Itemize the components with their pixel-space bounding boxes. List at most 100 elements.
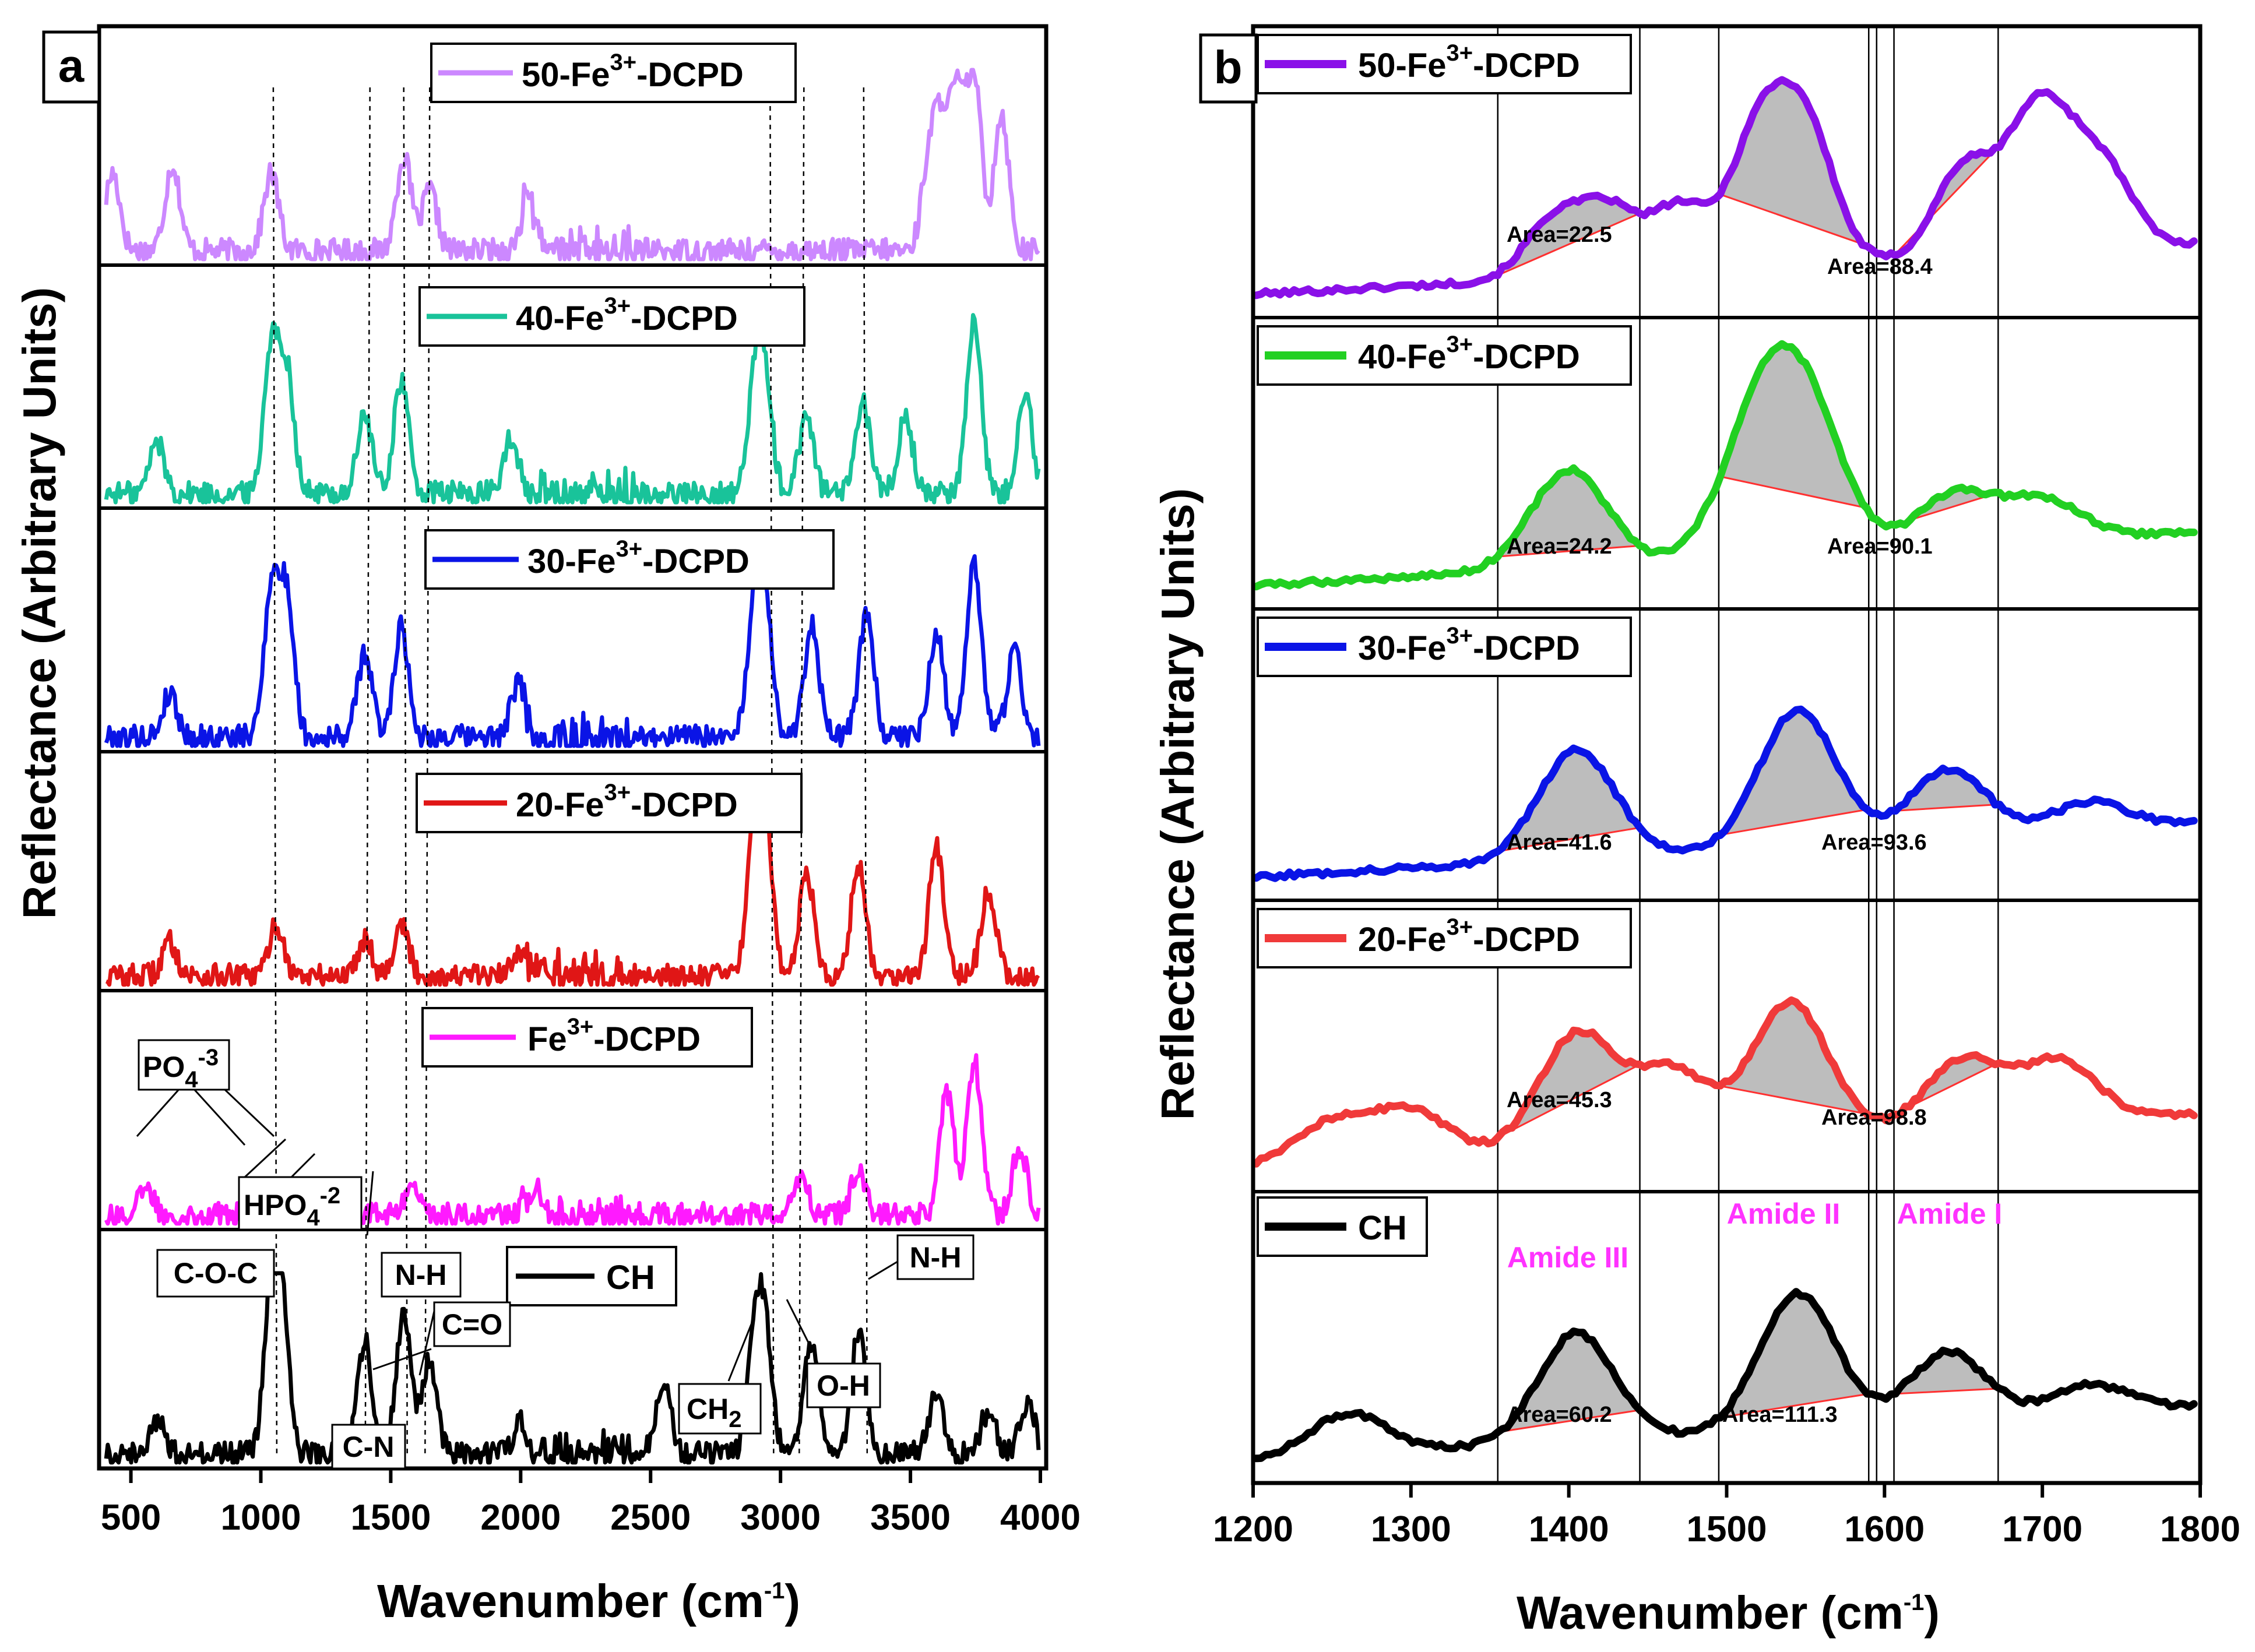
- panel-b-integrated-area: [1497, 468, 1640, 557]
- panel-a: 500 1000 1500 2000 2500 3000 3500 4000 a Reflec…: [13, 24, 1081, 1627]
- panel-a-annotation-cn: C-N: [331, 1424, 406, 1470]
- area-label: Area=98.8: [1821, 1105, 1927, 1130]
- panel-a-legend-50: 50-Fe3+-DCPD: [430, 43, 797, 103]
- panel-a-x-tick-label: 500: [101, 1498, 161, 1538]
- panel-a-annotation-nh-2: N-H: [896, 1234, 975, 1280]
- panel-a-x-tick-label: 4000: [1000, 1498, 1081, 1538]
- panel-a-x-tick-label: 2000: [480, 1498, 561, 1538]
- panel-a-y-axis-title: Reflectance (Arbitrary Units): [13, 287, 65, 920]
- panel-a-annotation-ch2: CH2: [678, 1383, 762, 1435]
- panel-a-frame: [97, 24, 1049, 1471]
- area-label: Area=88.4: [1827, 255, 1933, 279]
- area-label: Area=24.2: [1507, 534, 1612, 559]
- amide-iii-label: Amide III: [1507, 1241, 1628, 1274]
- legend-label: Fe3+-DCPD: [527, 1014, 701, 1058]
- panel-b-integrated-area: [1894, 768, 1999, 811]
- svg-text:N-H: N-H: [910, 1241, 962, 1274]
- panel-a-x-tick-label: 3000: [740, 1498, 821, 1538]
- panel-b-x-tick-label: 1400: [1529, 1509, 1609, 1549]
- panel-b-baseline: [1497, 826, 1640, 853]
- panel-b-series-line: [1252, 340, 2198, 591]
- panel-b-x-tick-label: 1800: [2160, 1509, 2240, 1549]
- panel-a-x-axis-title: Wavenumber (cm-1): [377, 1575, 800, 1627]
- area-label: Area=93.6: [1821, 830, 1927, 855]
- svg-text:O-H: O-H: [817, 1369, 870, 1402]
- svg-text:50-Fe3+-DCPD: 50-Fe3+-DCPD: [1358, 40, 1580, 84]
- legend-label: 30-Fe3+-DCPD: [527, 536, 750, 580]
- panel-b-baseline: [1718, 808, 1869, 836]
- panel-a-x-tick-label: 3500: [870, 1498, 951, 1538]
- panel-b-x-tick-label: 1200: [1213, 1509, 1293, 1549]
- panel-a-x-axis: 500 1000 1500 2000 2500 3000 3500 4000: [101, 1468, 1081, 1538]
- panel-b-integrated-area: [1719, 1000, 1869, 1115]
- svg-text:CH: CH: [1358, 1209, 1407, 1247]
- panel-a-reference-line: [403, 87, 408, 1457]
- panel-b-x-tick-label: 1700: [2002, 1509, 2082, 1549]
- panel-b-baseline: [1894, 1387, 1999, 1395]
- panel-a-legend-20: 20-Fe3+-DCPD: [416, 773, 803, 833]
- panel-b-plot-area: [1252, 76, 2200, 1463]
- panel-b-y-axis-title: Reflectance (Arbitrary Units): [1152, 488, 1204, 1121]
- svg-text:40-Fe3+-DCPD: 40-Fe3+-DCPD: [1358, 332, 1580, 376]
- area-label: Area=111.3: [1722, 1403, 1838, 1427]
- panel-b-integrated-area: [1719, 80, 1869, 246]
- panel-b-letter-box: [1199, 33, 1258, 104]
- panel-a-annotation-coc: C-O-C: [156, 1249, 275, 1298]
- panel-b-baseline: [1718, 475, 1869, 510]
- panel-a-series-line: [104, 313, 1041, 505]
- panel-a-letter: a: [58, 40, 85, 91]
- svg-text:C=O: C=O: [442, 1308, 502, 1341]
- svg-text:N-H: N-H: [395, 1259, 447, 1291]
- legend-label: CH: [606, 1259, 655, 1297]
- panel-b: 1200 1300 1400 1500 1600 1700 1800 b Reflectan…: [1152, 24, 2240, 1639]
- legend-label: 40-Fe3+-DCPD: [516, 293, 738, 337]
- panel-a-annotation-po4: PO4-3: [138, 1039, 230, 1093]
- panel-a-legend-ch: CH: [506, 1246, 677, 1306]
- panel-a-annotation-hpo4: HPO4-2: [238, 1176, 363, 1231]
- area-label: Area=22.5: [1507, 223, 1612, 247]
- panel-b-legend-ch: CH: [1257, 1196, 1428, 1257]
- panel-b-integrated-area: [1894, 487, 1999, 525]
- panel-b-integrated-area: [1497, 1331, 1640, 1432]
- legend-label: 20-Fe3+-DCPD: [516, 780, 738, 824]
- svg-text:C-O-C: C-O-C: [174, 1257, 258, 1290]
- amide-ii-label: Amide II: [1727, 1197, 1840, 1230]
- panel-a-reference-line: [863, 87, 868, 1457]
- panel-b-legend-30: 30-Fe3+-DCPD: [1257, 617, 1632, 677]
- panel-a-legend-30: 30-Fe3+-DCPD: [424, 529, 835, 590]
- panel-b-series-line: [1252, 1288, 2198, 1463]
- svg-text:20-Fe3+-DCPD: 20-Fe3+-DCPD: [1358, 914, 1580, 959]
- svg-text:PO4-3: PO4-3: [143, 1045, 219, 1093]
- panel-b-baseline: [1718, 1084, 1869, 1115]
- panel-b-baseline: [1718, 193, 1869, 247]
- panel-b-x-tick-label: 1600: [1844, 1509, 1925, 1549]
- panel-b-integrated-area: [1497, 195, 1640, 276]
- panel-b-legend-20: 20-Fe3+-DCPD: [1257, 908, 1632, 968]
- panel-a-series-line: [105, 793, 1040, 987]
- panel-b-baseline: [1497, 545, 1640, 558]
- area-label: Area=41.6: [1507, 830, 1612, 855]
- panel-a-letter-box: [42, 30, 101, 104]
- panel-b-baseline: [1718, 1393, 1869, 1419]
- panel-b-integrated-area: [1894, 1350, 1999, 1394]
- panel-a-annotation-nh-1: N-H: [381, 1252, 462, 1298]
- panel-b-x-tick-label: 1300: [1371, 1509, 1451, 1549]
- area-label: Area=60.2: [1507, 1403, 1612, 1427]
- panel-b-series-line: [1252, 996, 2198, 1168]
- svg-text:30-Fe3+-DCPD: 30-Fe3+-DCPD: [1358, 623, 1580, 667]
- svg-text:C-N: C-N: [343, 1431, 395, 1463]
- panel-b-legend-50: 50-Fe3+-DCPD: [1257, 34, 1632, 94]
- panel-b-baseline: [1894, 804, 1999, 812]
- panel-a-series-line: [104, 1271, 1041, 1465]
- panel-b-integrated-area: [1719, 1291, 1869, 1418]
- panel-a-legend-40: 40-Fe3+-DCPD: [418, 286, 805, 347]
- panel-b-baseline: [1497, 1063, 1641, 1139]
- panel-b-series-line: [1252, 76, 2198, 300]
- panel-b-integrated-area: [1719, 709, 1869, 836]
- panel-a-legend-fe: Fe3+-DCPD: [421, 1007, 753, 1068]
- panel-a-annotation-co: C=O: [433, 1301, 511, 1347]
- area-label: Area=90.1: [1827, 534, 1933, 559]
- panel-b-integrated-area: [1497, 1030, 1640, 1138]
- panel-b-x-axis: 1200 1300 1400 1500 1600 1700 1800: [1213, 1483, 2240, 1549]
